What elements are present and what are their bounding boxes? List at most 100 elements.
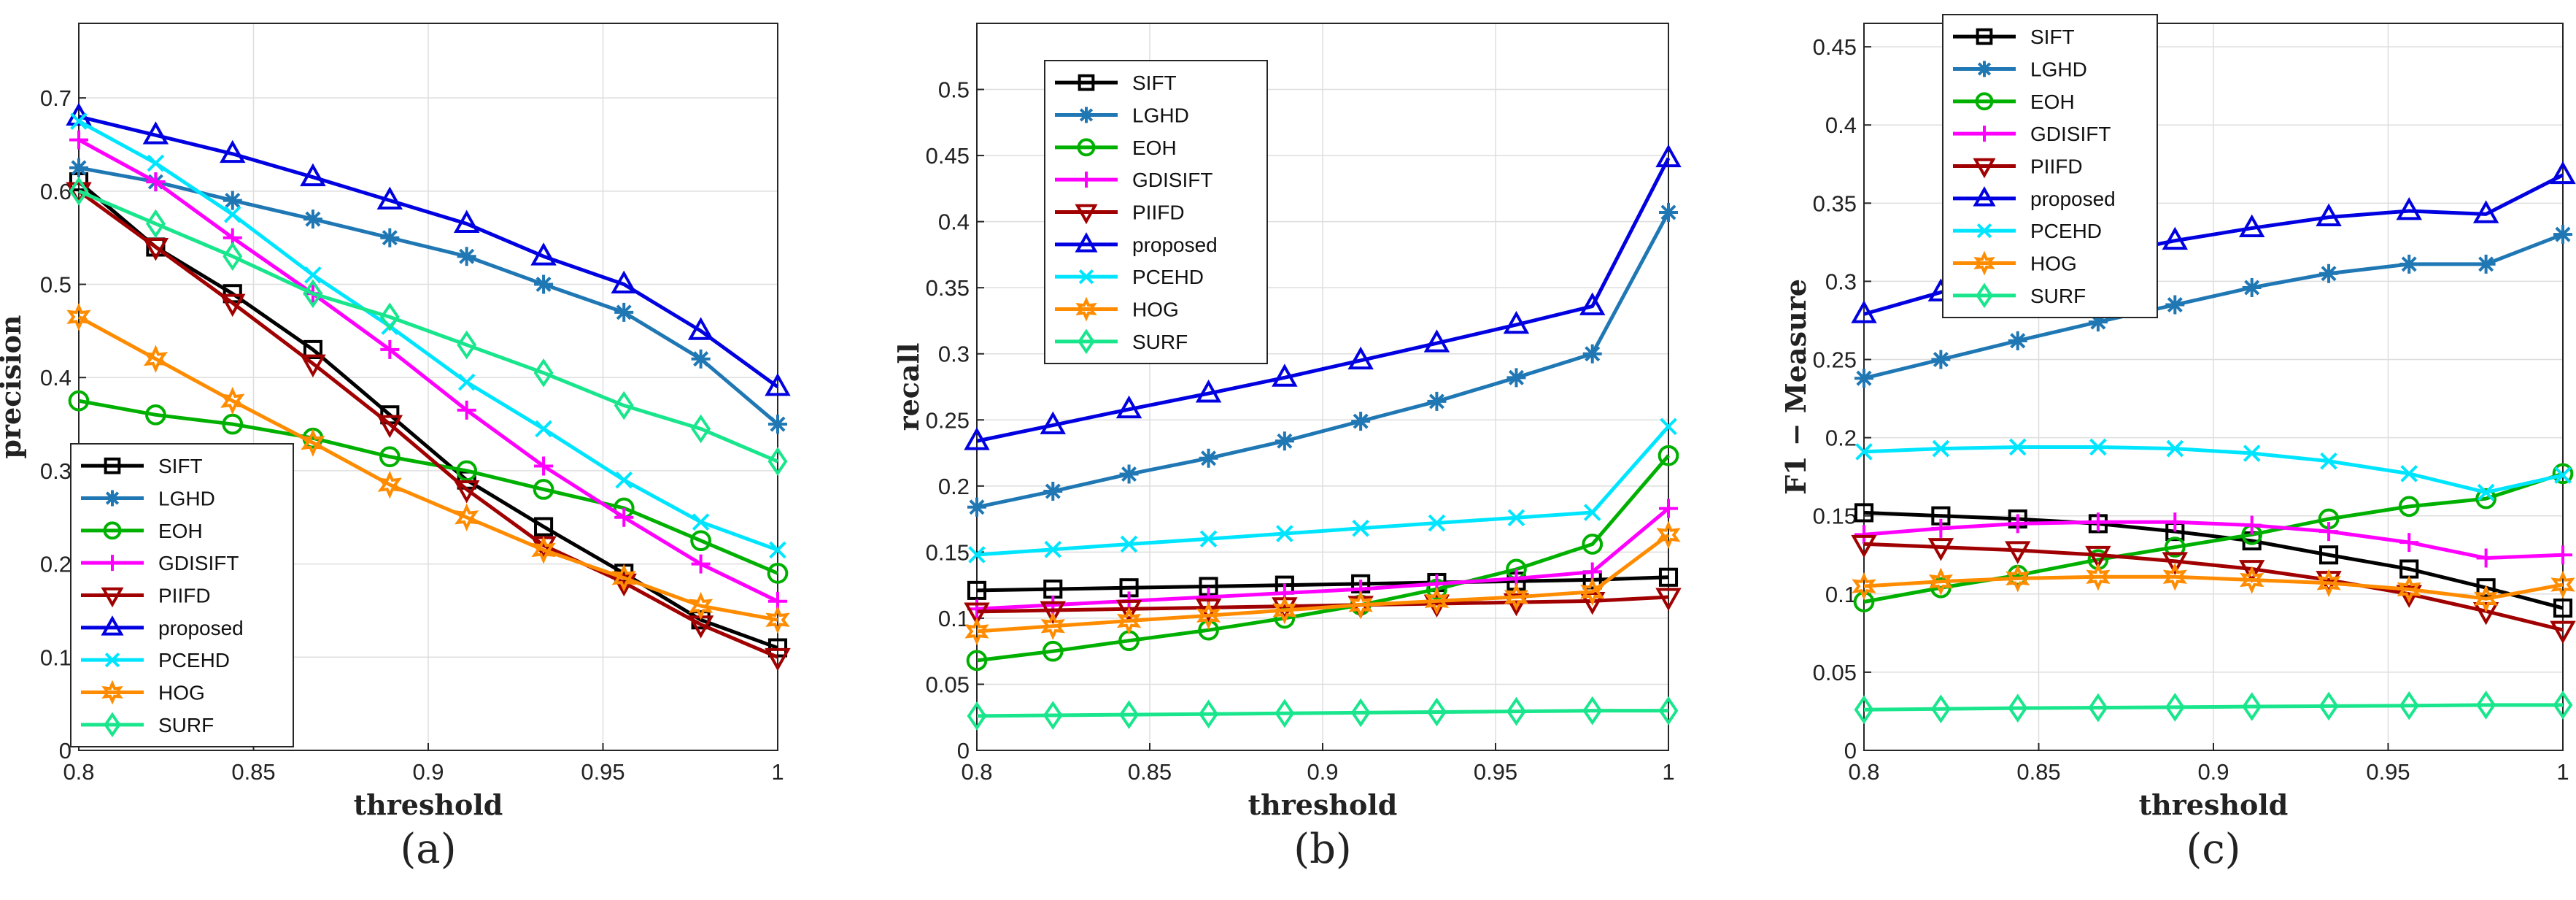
y-axis-label: precision [0, 315, 27, 458]
data-point-sift [2553, 599, 2573, 618]
data-point-piifd [2238, 560, 2265, 583]
data-point-hog [1424, 587, 1450, 615]
data-point-lghd [1119, 464, 1139, 484]
x-tick-label: 1 [2556, 759, 2569, 785]
y-axis-label: F1 − Measure [1779, 279, 1812, 495]
data-point-gdisift [2319, 522, 2339, 542]
data-point-piifd [2550, 620, 2576, 645]
data-point-pcehd [1583, 504, 1601, 521]
legend-item-sift: SIFT [1055, 72, 1177, 94]
series-piifd [1851, 534, 2576, 645]
x-tick-label: 0.8 [961, 759, 992, 785]
data-point-hog [2086, 562, 2111, 591]
data-point-hog [1580, 577, 1605, 606]
x-tick-label: 0.95 [581, 759, 624, 785]
legend-label: SIFT [158, 455, 203, 477]
data-point-pcehd [968, 546, 986, 564]
data-point-lghd [2399, 254, 2419, 274]
y-axis-label: recall [892, 343, 925, 431]
data-point-surf [145, 209, 166, 239]
data-point-gdisift [2008, 514, 2027, 534]
series-line-proposed [976, 157, 1671, 443]
legend-item-eoh: EOH [81, 520, 203, 542]
data-point-pcehd [1276, 525, 1293, 542]
chart-panel-b: 0 0.05 0.1 0.15 0.2 0.25 0.3 0.35 0.4 0.45 0.5 0.8 0… [892, 23, 1682, 873]
data-point-pcehd [1199, 530, 1218, 548]
data-point-surf [1350, 698, 1371, 728]
data-point-pcehd [1507, 509, 1525, 527]
data-point-pcehd [2400, 465, 2418, 482]
legend-item-surf: SURF [1055, 328, 1188, 355]
data-point-surf [2008, 693, 2028, 723]
data-point-hog [2162, 562, 2187, 591]
series-line-pcehd [976, 425, 1670, 557]
series-pcehd [968, 418, 1677, 564]
data-point-pcehd [457, 373, 476, 391]
data-point-piifd [2005, 541, 2031, 564]
data-point-sift [303, 339, 322, 359]
data-point-proposed [1503, 310, 1530, 334]
data-point-pcehd [692, 513, 710, 531]
data-point-piifd [142, 238, 169, 261]
data-point-gdisift [2476, 548, 2496, 568]
legend-marker [1078, 172, 1094, 188]
data-point-piifd [1040, 601, 1067, 625]
data-point-hog [143, 345, 169, 373]
data-point-eoh [1042, 640, 1064, 662]
series-pcehd [70, 112, 786, 559]
data-point-gdisift [2399, 533, 2419, 553]
data-point-pcehd [2166, 439, 2184, 458]
data-point-surf [1119, 700, 1140, 729]
data-point-lghd [69, 158, 88, 177]
legend-item-proposed: proposed [81, 615, 244, 639]
legend-item-proposed: proposed [1055, 232, 1218, 256]
legend-label: HOG [2030, 253, 2077, 275]
data-point-pcehd [1660, 418, 1677, 436]
legend-item-piifd: PIIFD [1953, 155, 2083, 179]
series-line-hog [976, 533, 1670, 634]
data-point-surf [2242, 692, 2262, 721]
legend-marker [101, 680, 123, 705]
legend-item-pcehd: PCEHD [81, 649, 230, 672]
data-point-piifd [453, 480, 480, 504]
data-point-sift [534, 517, 554, 536]
data-point-pcehd [147, 154, 165, 172]
data-point-eoh [222, 413, 244, 435]
data-point-surf [1506, 696, 1526, 726]
data-point-surf [2088, 693, 2108, 723]
legend-marker [1078, 269, 1094, 285]
legend-item-pcehd: PCEHD [1953, 220, 2102, 242]
series-line-proposed [78, 115, 779, 389]
data-point-hog [2316, 569, 2341, 598]
legend-marker [1075, 232, 1098, 253]
legend-marker [1976, 223, 1992, 239]
data-point-lghd [1199, 448, 1218, 468]
data-point-gdisift [2088, 512, 2108, 532]
data-point-lghd [2476, 254, 2496, 274]
data-point-proposed [1195, 380, 1222, 403]
data-point-hog [964, 617, 989, 646]
series-line-lghd [78, 166, 779, 426]
chart-panel-c: 0 0.05 0.1 0.15 0.2 0.25 0.3 0.35 0.4 0.45 0.8 0.85… [1779, 14, 2576, 873]
series-line-lghd [1863, 232, 2564, 380]
legend-marker [1973, 158, 1996, 179]
legend-label: PIIFD [1132, 201, 1185, 224]
data-point-hog [220, 386, 245, 415]
data-point-piifd [2085, 545, 2111, 569]
data-point-proposed [2396, 197, 2422, 220]
legend-label: LGHD [1132, 104, 1189, 127]
data-point-pcehd [2320, 452, 2337, 470]
data-point-proposed [687, 317, 714, 340]
data-point-proposed [300, 163, 326, 187]
y-tick-label: 0.45 [1813, 34, 1857, 60]
series-lghd [1854, 225, 2572, 388]
series-pcehd [1855, 438, 2572, 501]
data-point-hog [765, 605, 790, 634]
data-point-surf [2553, 691, 2573, 720]
y-tick-label: 0.7 [40, 85, 71, 111]
data-point-piifd [1655, 588, 1682, 611]
y-tick-label: 0.1 [938, 606, 970, 631]
data-point-gdisift [380, 339, 400, 359]
data-point-hog [2006, 564, 2030, 593]
data-point-eoh [2398, 496, 2420, 518]
